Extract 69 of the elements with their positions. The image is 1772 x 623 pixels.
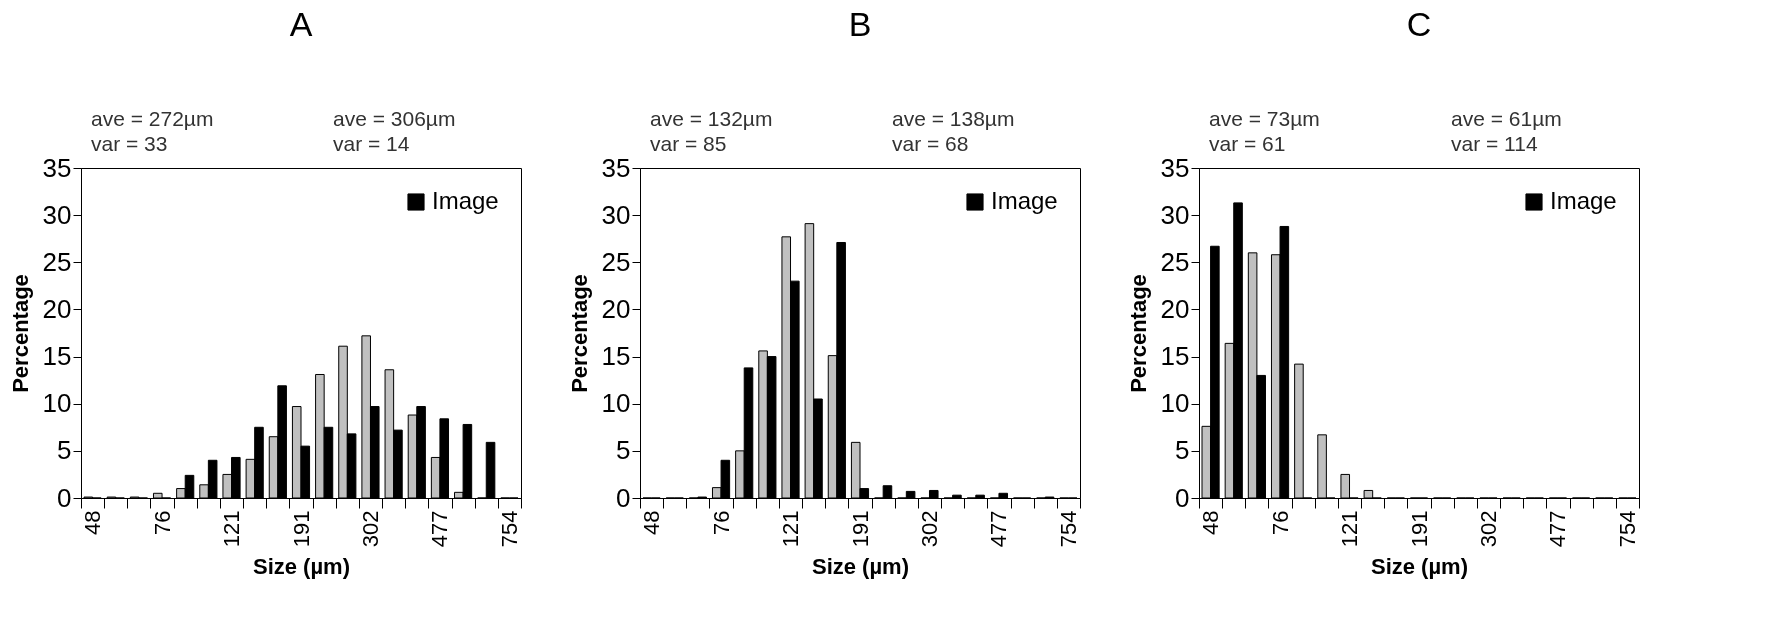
text: ave = 138µm [892,107,1015,130]
x-axis-title: Size (µm) [252,554,351,580]
chart-title: C [1406,5,1432,43]
x-tick-label: 477 [1545,510,1571,548]
text: ave = 272µm [91,107,214,130]
y-tick-label: 0 [57,482,72,513]
y-tick-label: 20 [42,293,72,324]
y-tick-label: 5 [1175,435,1190,466]
x-tick-label: 302 [357,510,383,548]
x-tick-label: 121 [1337,510,1363,548]
legend-label: Image [432,187,499,214]
y-axis-title: Percentage [566,274,592,393]
chart-title: B [848,5,872,43]
x-tick-label: 48 [1198,510,1224,535]
x-tick-label: 302 [1475,510,1501,548]
x-tick-label: 302 [916,510,942,548]
x-tick-label: 121 [219,510,245,548]
y-tick-label: 30 [42,199,72,230]
x-axis-title: Size (µm) [1370,554,1469,580]
x-tick-label: 76 [149,510,175,535]
x-tick-label: 191 [1406,510,1432,548]
y-tick-label: 25 [1160,246,1190,277]
text: var = 114 [1451,132,1538,155]
chart-title: A [289,5,313,43]
x-axis-title: Size (µm) [811,554,910,580]
y-tick-label: 0 [616,482,631,513]
x-tick-label: 754 [1055,510,1081,548]
y-tick-label: 30 [1160,199,1190,230]
y-tick-label: 15 [601,341,631,372]
y-axis-title: Percentage [1125,274,1151,393]
y-tick-label: 35 [42,152,72,183]
x-tick-label: 191 [288,510,314,548]
x-tick-label: 754 [496,510,522,548]
y-axis-title: Percentage [7,274,33,393]
y-tick-label: 15 [1160,341,1190,372]
y-tick-label: 10 [42,388,72,419]
y-tick-label: 0 [1175,482,1190,513]
y-tick-label: 10 [601,388,631,419]
x-tick-label: 48 [639,510,665,535]
text: ave = 73µm [1209,107,1320,130]
y-tick-label: 10 [1160,388,1190,419]
text: ave = 306µm [333,107,456,130]
x-tick-label: 121 [778,510,804,548]
text: var = 85 [650,132,727,155]
x-tick-label: 477 [986,510,1012,548]
y-tick-label: 5 [616,435,631,466]
y-tick-label: 35 [601,152,631,183]
text: var = 68 [892,132,969,155]
legend-label: Image [1550,187,1617,214]
text: ave = 132µm [650,107,773,130]
x-tick-label: 477 [427,510,453,548]
legend-label: Image [991,187,1058,214]
y-tick-label: 25 [601,246,631,277]
text: var = 61 [1209,132,1286,155]
y-tick-label: 30 [601,199,631,230]
x-tick-label: 76 [708,510,734,535]
y-tick-label: 5 [57,435,72,466]
y-tick-label: 20 [1160,293,1190,324]
x-tick-label: 48 [80,510,106,535]
text: var = 14 [333,132,410,155]
x-tick-label: 191 [847,510,873,548]
x-tick-label: 76 [1267,510,1293,535]
text: ave = 61µm [1451,107,1562,130]
y-tick-label: 25 [42,246,72,277]
x-tick-label: 754 [1614,510,1640,548]
text: var = 33 [91,132,168,155]
y-tick-label: 15 [42,341,72,372]
y-tick-label: 20 [601,293,631,324]
y-tick-label: 35 [1160,152,1190,183]
